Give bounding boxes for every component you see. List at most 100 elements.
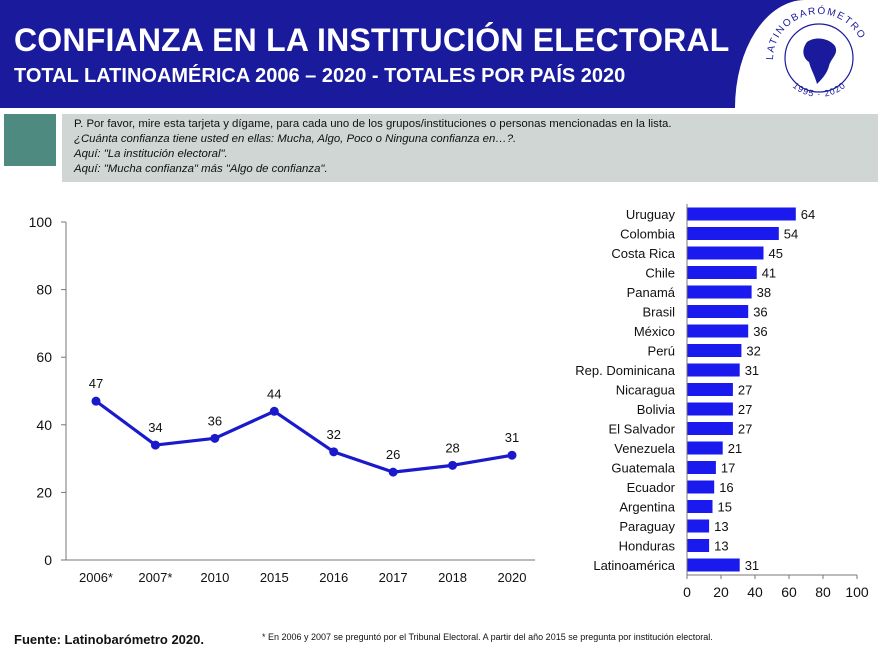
bar-x-tick-label: 0 — [683, 584, 691, 600]
bar — [687, 305, 749, 318]
line-x-tick-label: 2007* — [138, 570, 172, 585]
bar-value-label: 54 — [784, 227, 798, 242]
bar-category-label: Paraguay — [619, 519, 675, 534]
bar-category-label: Honduras — [619, 539, 676, 554]
line-x-tick-label: 2010 — [200, 570, 229, 585]
bar-category-label: Colombia — [620, 227, 676, 242]
line-point — [329, 447, 339, 457]
bar — [687, 558, 740, 572]
line-data-label: 28 — [445, 440, 459, 455]
bar-value-label: 64 — [801, 207, 815, 222]
bar-chart: Uruguay 64 Colombia 54 Costa Rica 45 Chile 41 Pa… — [575, 204, 869, 600]
bar-value-label: 27 — [738, 383, 752, 398]
bar-category-label: Perú — [648, 344, 675, 359]
bar-category-label: Argentina — [619, 500, 675, 515]
logo-years: 1995 · 2020 — [791, 80, 847, 99]
line-series — [95, 399, 513, 474]
bar-category-label: Nicaragua — [616, 383, 676, 398]
bar — [687, 266, 757, 279]
line-point — [507, 450, 517, 460]
bar-value-label: 45 — [769, 246, 783, 261]
bar-value-label: 31 — [745, 363, 759, 378]
bar-category-label: Costa Rica — [611, 246, 675, 261]
line-data-label: 36 — [208, 413, 222, 428]
bar-category-label: Chile — [645, 266, 675, 281]
header-banner: CONFIANZA EN LA INSTITUCIÓN ELECTORAL TO… — [0, 0, 887, 108]
bar-category-label: Panamá — [627, 285, 676, 300]
bar — [687, 246, 764, 260]
bar-value-label: 41 — [762, 266, 776, 281]
line-point — [210, 433, 220, 443]
bar-category-label: Latinoamérica — [593, 558, 675, 573]
bar-category-label: Bolivia — [637, 402, 676, 417]
bar-value-label: 13 — [714, 539, 728, 554]
bar — [687, 480, 715, 494]
question-panel: P. Por favor, mire esta tarjeta y dígame… — [0, 114, 887, 184]
line-x-tick-label: 2016 — [319, 570, 348, 585]
bar — [687, 539, 710, 552]
line-point — [150, 440, 160, 450]
bar — [687, 441, 723, 455]
bar — [687, 461, 716, 474]
line-y-tick-label: 60 — [36, 349, 52, 365]
bar-value-label: 17 — [721, 461, 735, 476]
page-subtitle: TOTAL LATINOAMÉRICA 2006 – 2020 - TOTALE… — [14, 65, 626, 87]
line-data-label: 31 — [505, 430, 519, 445]
bar-value-label: 27 — [738, 402, 752, 417]
bar-value-label: 27 — [738, 422, 752, 437]
question-tab — [4, 114, 56, 166]
bar-value-label: 21 — [728, 441, 742, 456]
line-y-tick-label: 80 — [36, 282, 52, 298]
line-x-tick-label: 2017 — [379, 570, 408, 585]
line-point — [388, 467, 398, 477]
logo-emblem: LATINOBARÓMETRO 1995 · 2020 — [765, 4, 866, 99]
line-y-tick-label: 40 — [36, 417, 52, 433]
bar — [687, 227, 779, 240]
bar-category-label: Uruguay — [626, 207, 676, 222]
bar-category-label: México — [634, 324, 675, 339]
line-point — [269, 406, 279, 416]
bar-value-label: 13 — [714, 519, 728, 534]
bar-value-label: 16 — [719, 480, 733, 495]
line-y-tick-label: 100 — [29, 214, 53, 230]
question-line-2: ¿Cuánta confianza tiene usted en ellas: … — [74, 133, 517, 145]
bar-value-label: 32 — [746, 344, 760, 359]
line-x-tick-label: 2006* — [79, 570, 113, 585]
question-box: P. Por favor, mire esta tarjeta y dígame… — [62, 114, 878, 182]
bar — [687, 500, 713, 513]
line-x-tick-label: 2015 — [260, 570, 289, 585]
line-y-tick-label: 20 — [36, 484, 52, 500]
bar-category-label: Venezuela — [614, 441, 675, 456]
bar-category-label: Rep. Dominicana — [575, 363, 675, 378]
bar-category-label: El Salvador — [609, 422, 676, 437]
bar-value-label: 15 — [718, 500, 732, 515]
bar-value-label: 36 — [753, 305, 767, 320]
bar — [687, 344, 742, 357]
line-data-label: 32 — [326, 427, 340, 442]
line-data-label: 34 — [148, 420, 162, 435]
line-x-tick-label: 2018 — [438, 570, 467, 585]
bar — [687, 324, 749, 338]
bar-category-label: Guatemala — [611, 461, 675, 476]
footnote: * En 2006 y 2007 se preguntó por el Trib… — [262, 632, 713, 642]
bar-value-label: 31 — [745, 558, 759, 573]
line-point — [91, 396, 101, 406]
bar — [687, 519, 710, 533]
bar — [687, 363, 740, 377]
bar-category-label: Brasil — [642, 305, 675, 320]
logo: LATINOBARÓMETRO 1995 · 2020 — [735, 0, 887, 108]
line-chart: 0 20 40 60 80 100 2006* 2007* 2010 2015 2016 2017 20… — [29, 214, 535, 585]
bar-x-tick-label: 40 — [747, 584, 763, 600]
bar — [687, 285, 752, 299]
bar-x-tick-label: 20 — [713, 584, 729, 600]
bar-x-tick-label: 60 — [781, 584, 797, 600]
question-line-4: Aquí: "Mucha confianza" más "Algo de con… — [74, 163, 328, 175]
bar — [687, 383, 733, 396]
line-data-label: 44 — [267, 386, 281, 401]
bar-value-label: 38 — [757, 285, 771, 300]
bar-x-tick-label: 100 — [845, 584, 869, 600]
line-data-label: 26 — [386, 447, 400, 462]
line-x-tick-label: 2020 — [498, 570, 527, 585]
line-data-label: 47 — [89, 376, 103, 391]
